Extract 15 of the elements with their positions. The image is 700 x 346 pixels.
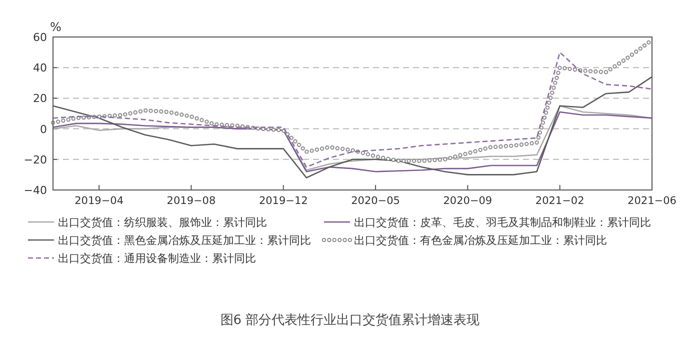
x-tick-label: 2019−08 — [166, 195, 216, 207]
y-tick-label: −20 — [24, 153, 47, 166]
x-tick-label: 2020−05 — [351, 195, 400, 207]
x-tick-label: 2021−06 — [628, 195, 677, 207]
x-tick-label: 2021−02 — [535, 195, 584, 207]
text: 图6 部分代表性行业出口交货值累计增速表现 — [220, 312, 480, 328]
y-tick-label: 60 — [33, 31, 47, 44]
y-tick-label: 0 — [40, 122, 47, 136]
y-tick-label: 40 — [33, 62, 47, 75]
x-tick-label: 2019−12 — [258, 195, 308, 207]
y-axis-title: % — [50, 20, 62, 34]
x-tick-label: 2019−04 — [74, 195, 124, 207]
x-tick-label: 2020−09 — [443, 195, 492, 207]
y-tick-label: 20 — [33, 92, 47, 106]
y-tick-label: −40 — [24, 184, 47, 197]
